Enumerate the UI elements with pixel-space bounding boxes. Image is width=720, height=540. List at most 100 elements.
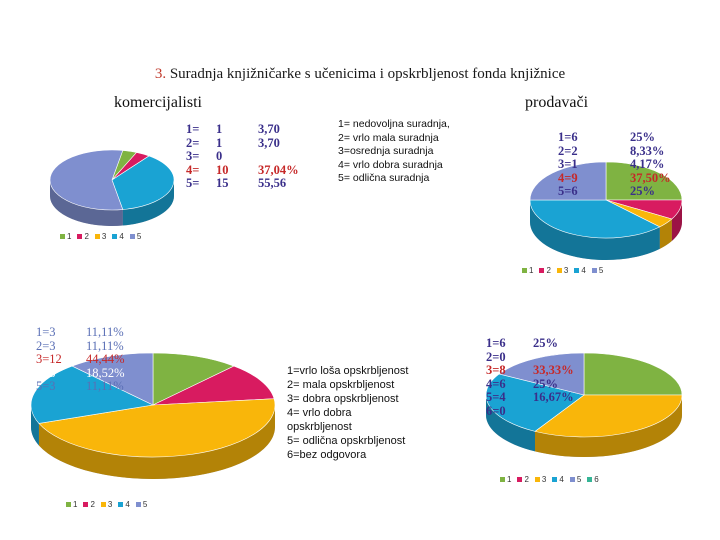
subtitle-left: komercijalisti bbox=[114, 94, 202, 111]
pie-slice-3 bbox=[534, 394, 683, 438]
legend-swatch-6 bbox=[587, 477, 593, 482]
legend-item-4: 4 bbox=[118, 500, 130, 509]
legend-item-2: 2 bbox=[77, 232, 89, 241]
label-value-2: 1 bbox=[216, 135, 223, 150]
legend-item-6: 6 bbox=[587, 475, 599, 484]
slice-side-3 bbox=[38, 405, 276, 479]
pie-slice-1 bbox=[605, 161, 683, 201]
legend-swatch-1 bbox=[500, 477, 505, 482]
legend-label-5: 5 bbox=[576, 475, 582, 484]
legend-label-5: 5 bbox=[136, 232, 142, 241]
pie-slice-5 bbox=[498, 352, 585, 396]
legend-label-6: 6 bbox=[594, 475, 599, 484]
legend-item-3: 3 bbox=[556, 266, 568, 275]
slice-side-3 bbox=[659, 219, 672, 249]
legend-item-3: 3 bbox=[94, 232, 107, 241]
labels-pct-3: 25% 33,33% 25% 16,67% bbox=[533, 336, 574, 418]
legend-swatch-2 bbox=[539, 268, 545, 273]
slice-side-4 bbox=[530, 200, 660, 260]
label-count-3: 3=12 bbox=[36, 352, 62, 366]
legend-label-1: 1 bbox=[529, 266, 534, 275]
legend-swatch-4 bbox=[118, 502, 124, 507]
label-count-1: 1= bbox=[186, 122, 200, 136]
legend-item-3: 3 bbox=[100, 500, 113, 509]
labels-pct-2: 11,11% 11,11% 44,44% 18,52% 11,11% bbox=[86, 325, 125, 394]
label-pct-2: 3,70 bbox=[258, 135, 280, 150]
labels-value-0: 1 1 0 10 15 bbox=[216, 122, 229, 191]
labels-pct-0: 3,70 3,70 37,04% 55,56 bbox=[258, 122, 299, 191]
label-count-5: 5=6 bbox=[558, 184, 578, 198]
label-value-4: 10 bbox=[216, 162, 229, 177]
label-count-6: 6=0 bbox=[486, 403, 506, 418]
scale-line-0: 1=vrlo loša opskrbljenost bbox=[287, 365, 409, 377]
legend-swatch-5 bbox=[569, 477, 575, 482]
legend-label-2: 2 bbox=[84, 232, 89, 241]
legend-swatch-1 bbox=[522, 268, 527, 273]
label-count-3: 3=8 bbox=[486, 363, 506, 377]
pie-slice-5 bbox=[529, 161, 607, 201]
label-count-4: 4=9 bbox=[558, 170, 578, 185]
pie-chart-supply-komercijalisti bbox=[30, 352, 276, 479]
label-value-3: 0 bbox=[216, 149, 223, 163]
legend-item-2: 2 bbox=[539, 266, 551, 275]
label-count-3: 3= bbox=[186, 149, 200, 163]
label-count-2: 2= bbox=[186, 135, 200, 150]
page-title: 3. Suradnja knjižničarke s učenicima i o… bbox=[0, 66, 720, 83]
pie-slice-3 bbox=[38, 398, 276, 458]
label-pct-5: 16,67% bbox=[533, 390, 574, 404]
scale-line-4: 5= odlična suradnja bbox=[338, 172, 430, 184]
label-pct-1: 25% bbox=[533, 336, 558, 350]
label-pct-3 bbox=[258, 150, 299, 164]
legend-label-3: 3 bbox=[101, 232, 107, 241]
scale-line-4: opskrbljenost bbox=[287, 421, 352, 433]
scale-line-1: 2= mala opskrbljenost bbox=[287, 379, 395, 391]
legend-label-2: 2 bbox=[90, 500, 95, 509]
label-count-4: 4=5 bbox=[36, 365, 56, 380]
label-count-5: 5=4 bbox=[486, 390, 506, 404]
legend-swatch-3 bbox=[556, 268, 562, 273]
pie-slice-1 bbox=[152, 352, 235, 406]
legend-swatch-4 bbox=[552, 477, 558, 482]
labels-pct-1: 25% 8,33% 4,17% 37,50% 25% bbox=[630, 130, 671, 199]
legend-label-5: 5 bbox=[598, 266, 604, 275]
legend-item-3: 3 bbox=[534, 475, 547, 484]
label-pct-5: 25% bbox=[630, 184, 655, 198]
legend-item-5: 5 bbox=[129, 232, 142, 241]
legend-label-3: 3 bbox=[541, 475, 547, 484]
legend-item-5: 5 bbox=[135, 500, 147, 509]
scale-line-2: 3=osrednja suradnja bbox=[338, 145, 434, 157]
label-value-5: 15 bbox=[216, 176, 229, 190]
legend-label-4: 4 bbox=[581, 266, 586, 275]
legend-swatch-4 bbox=[574, 268, 580, 273]
label-pct-1: 25% bbox=[630, 130, 655, 144]
legend-3: 1 2 3 4 5 6 bbox=[500, 475, 599, 484]
label-count-3: 3=1 bbox=[558, 157, 578, 171]
legend-item-4: 4 bbox=[552, 475, 564, 484]
pie-chart-komercijalisti bbox=[49, 149, 175, 226]
legend-2: 1 2 3 4 5 bbox=[66, 500, 147, 509]
labels-count-0: 1= 2= 3= 4= 5= bbox=[186, 122, 200, 191]
legend-swatch-2 bbox=[517, 477, 523, 482]
labels-count-3: 1=6 2=0 3=8 4=6 5=4 6=0 bbox=[486, 336, 506, 418]
pie-slice-4 bbox=[485, 373, 585, 432]
title-number: 3. bbox=[154, 66, 167, 82]
slice-side-3 bbox=[535, 395, 682, 457]
legend-label-3: 3 bbox=[107, 500, 113, 509]
scale-line-6: 6=bez odgovora bbox=[287, 449, 367, 461]
legend-item-5: 5 bbox=[569, 475, 582, 484]
pie-slice-4 bbox=[30, 365, 154, 424]
legend-item-2: 2 bbox=[517, 475, 529, 484]
legend-item-1: 1 bbox=[500, 475, 511, 484]
label-count-2: 2=0 bbox=[486, 349, 506, 364]
label-pct-3: 44,44% bbox=[86, 352, 125, 366]
legend-item-4: 4 bbox=[112, 232, 124, 241]
legend-item-1: 1 bbox=[60, 232, 71, 241]
pie-slice-4 bbox=[111, 155, 175, 210]
legend-swatch-1 bbox=[66, 502, 71, 507]
label-pct-4: 18,52% bbox=[86, 365, 125, 380]
legend-swatch-1 bbox=[60, 234, 65, 239]
pie-slice-1 bbox=[583, 352, 683, 396]
pie-slice-5 bbox=[49, 149, 124, 211]
legend-swatch-3 bbox=[534, 477, 540, 482]
label-pct-2 bbox=[533, 351, 574, 365]
